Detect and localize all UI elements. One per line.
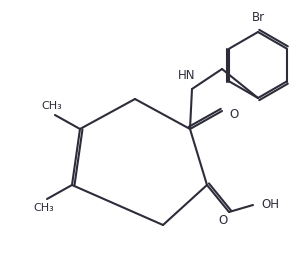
Text: OH: OH [261, 198, 279, 212]
Text: Br: Br [251, 11, 265, 24]
Text: CH₃: CH₃ [42, 101, 62, 111]
Text: CH₃: CH₃ [34, 203, 54, 213]
Text: O: O [229, 107, 238, 121]
Text: O: O [218, 215, 228, 227]
Text: HN: HN [178, 69, 196, 82]
